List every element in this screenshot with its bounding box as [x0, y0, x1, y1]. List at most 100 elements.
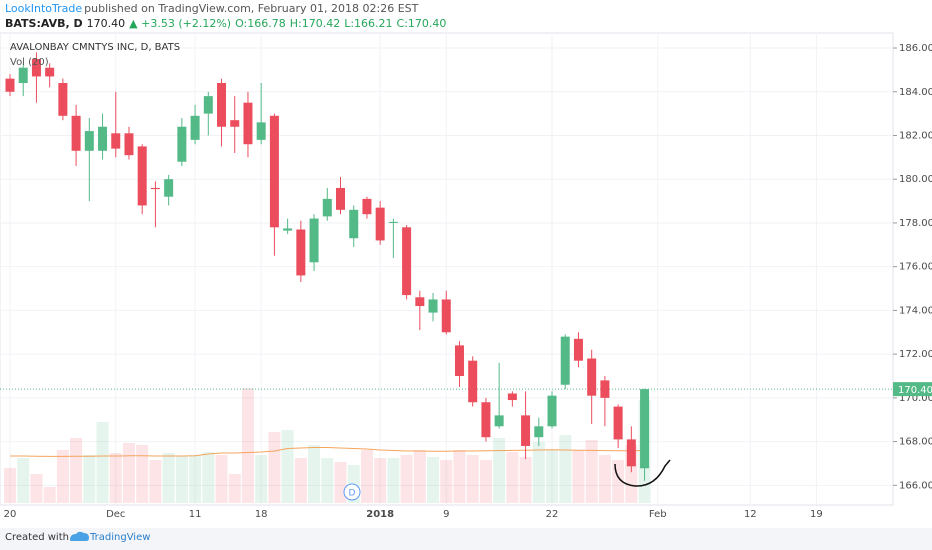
volume-ma-line — [10, 447, 645, 457]
volume-bar — [43, 487, 56, 503]
candle-body — [388, 221, 398, 223]
x-tick-label: 9 — [443, 509, 449, 520]
author[interactable]: LookIntoTrade — [5, 2, 83, 15]
y-tick-label: 168.00 — [899, 437, 932, 448]
volume-bar — [109, 453, 122, 503]
volume-bar — [70, 438, 83, 503]
x-tick-label: 2018 — [366, 509, 394, 520]
volume-bar — [136, 445, 149, 503]
candle-body — [71, 115, 81, 151]
y-tick-label: 174.00 — [899, 305, 932, 316]
volume-bar — [519, 457, 532, 503]
y-tick-label: 184.00 — [899, 87, 932, 98]
candle-body — [375, 207, 385, 241]
candle-body — [560, 336, 570, 385]
volume-bar — [30, 474, 43, 503]
y-tick-label: 186.00 — [899, 43, 932, 54]
volume-bar — [585, 440, 598, 503]
candle-body — [322, 198, 332, 217]
x-tick-label: 22 — [546, 509, 559, 520]
candle-body — [256, 122, 266, 140]
candle-body — [309, 218, 319, 263]
volume-bar — [162, 453, 175, 503]
candle-body — [428, 299, 438, 313]
candle-body — [18, 67, 28, 84]
volume-bar — [149, 460, 162, 503]
candle-body — [111, 133, 121, 149]
footer-text: Created with — [5, 532, 69, 543]
y-tick-label: 180.00 — [899, 174, 932, 185]
x-tick-label: 11 — [189, 509, 202, 520]
volume-bar — [506, 452, 519, 503]
logo — [70, 531, 89, 541]
candle-body — [362, 198, 372, 215]
dividend-marker[interactable] — [343, 483, 361, 501]
volume-bar — [255, 455, 268, 503]
volume-bar — [321, 458, 334, 503]
volume-bar — [228, 474, 241, 503]
volume-bar — [532, 442, 545, 503]
last: 170.40 — [86, 17, 126, 30]
volume-bar — [175, 456, 188, 503]
candle-body — [468, 360, 478, 403]
candle-body — [150, 187, 160, 190]
volume-bar — [56, 450, 69, 503]
header-line: LookIntoTrade published on TradingView.co… — [5, 2, 422, 15]
volume-bar — [493, 438, 506, 503]
volume-bar — [4, 468, 16, 503]
volume-label: Vol (20) — [10, 57, 49, 68]
volume-bar — [453, 450, 466, 503]
volume-bar — [479, 460, 492, 503]
volume-bar — [83, 455, 96, 503]
volume-bar — [268, 432, 281, 503]
candle-body — [124, 133, 134, 156]
volume-bar — [466, 455, 479, 503]
symbol: BATS:AVB, D — [5, 17, 83, 30]
volume-bar — [360, 450, 373, 503]
candle-body — [58, 83, 68, 116]
volume-bar — [215, 455, 228, 503]
candle-body — [415, 297, 425, 307]
footer-bar — [0, 528, 932, 550]
candle-body — [402, 227, 412, 296]
candle-body — [613, 406, 623, 440]
candle-body — [217, 83, 227, 127]
footer-brand[interactable]: TradingView — [89, 532, 150, 543]
candle-body — [507, 393, 517, 401]
candle-body — [164, 179, 174, 197]
volume-bar — [17, 458, 30, 503]
candle-body — [283, 228, 293, 231]
candle-body — [45, 67, 55, 77]
y-tick-label: 178.00 — [899, 218, 932, 229]
dividend-label: D — [349, 489, 356, 499]
candle-body — [494, 415, 504, 427]
plot-layer — [0, 33, 893, 505]
candle-body — [230, 120, 240, 127]
x-tick-label: Feb — [649, 509, 667, 520]
candle-body — [31, 58, 41, 77]
candle-body — [98, 126, 108, 151]
volume-bar — [122, 443, 135, 503]
volume-bar — [334, 462, 347, 503]
volume-bar — [374, 458, 387, 503]
volume-bar — [440, 460, 453, 503]
candle-body — [600, 380, 610, 398]
candle-body — [190, 115, 200, 140]
volume-bar — [308, 445, 321, 503]
candle-body — [454, 345, 464, 376]
volume-bar — [400, 455, 413, 503]
volume-bar — [241, 388, 254, 503]
volume-bar — [598, 455, 611, 503]
candle-body — [137, 146, 147, 206]
y-tick-label: 170.00 — [899, 393, 932, 404]
y-tick-label: 172.00 — [899, 349, 932, 360]
volume-bar — [572, 450, 585, 503]
candle-body — [547, 395, 557, 427]
volume-bar — [96, 422, 109, 503]
candle-body — [349, 209, 359, 239]
candle-body — [336, 187, 345, 210]
candle-body — [441, 299, 451, 333]
x-tick-label: 18 — [255, 509, 268, 520]
x-tick-label: 12 — [744, 509, 757, 520]
